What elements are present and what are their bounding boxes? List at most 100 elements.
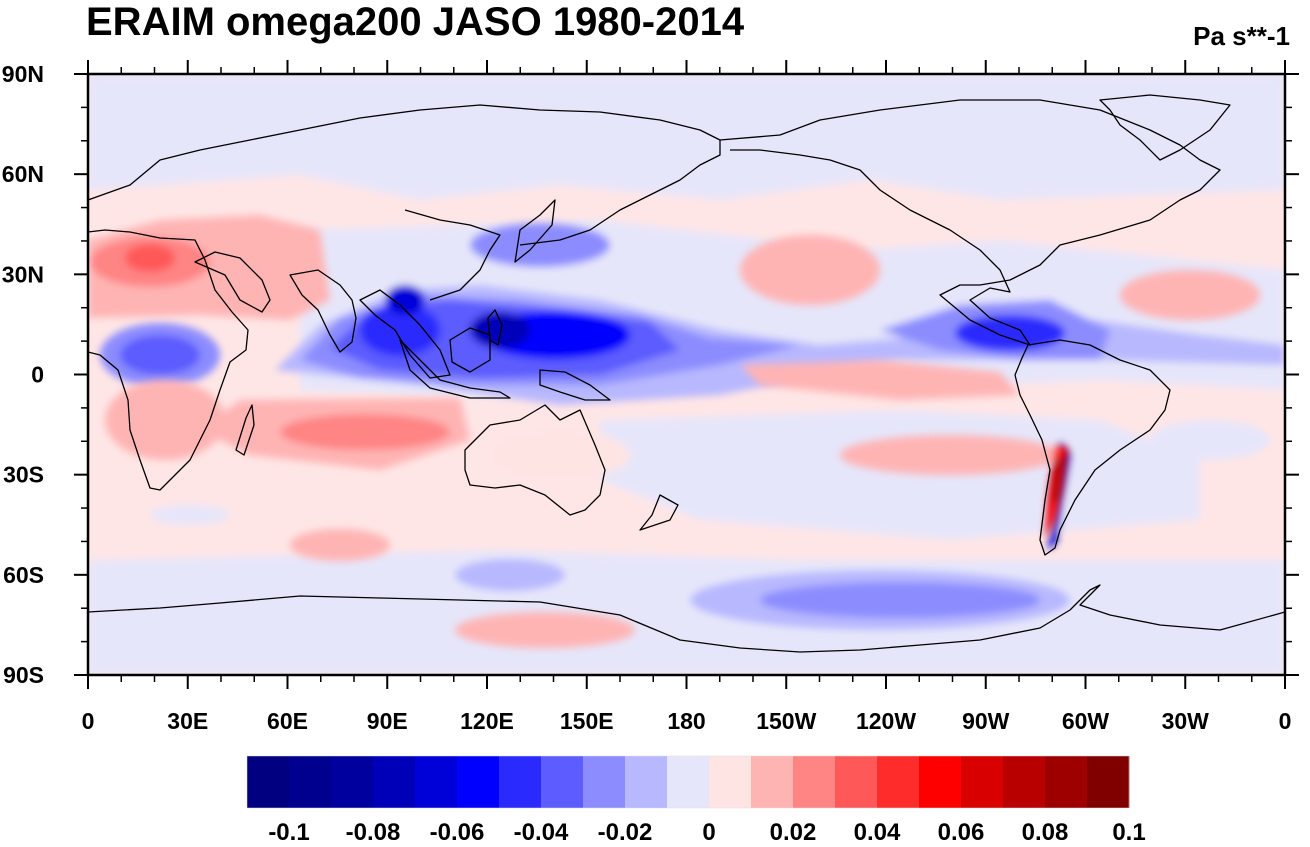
colorbar-swatch — [541, 756, 584, 808]
north-america-coastline — [719, 99, 1221, 346]
colorbar-swatch — [1087, 756, 1130, 808]
greenland-coastline — [1099, 94, 1231, 161]
x-tick-label: 90E — [367, 708, 408, 734]
y-tick-label: 0 — [31, 362, 44, 388]
southeast-pacific-subsidence — [740, 360, 1020, 400]
y-tick-labels: 90N 60N 30N 0 30S 60S 90S — [2, 61, 44, 688]
colorbar-swatch — [583, 756, 626, 808]
southeast-asia-coastline — [359, 289, 451, 379]
colorbar-label: -0.1 — [268, 819, 309, 846]
y-tick-label: 60N — [2, 161, 44, 187]
japan-trough — [470, 223, 610, 267]
x-tick-label: 120E — [460, 708, 514, 734]
colorbar-swatch — [1003, 756, 1046, 808]
colorbar-swatch — [289, 756, 332, 808]
central-america-core — [955, 315, 1065, 351]
bay-of-bengal-core — [360, 304, 440, 356]
colorbar-swatch — [415, 756, 458, 808]
andes-dark-red-core — [1052, 455, 1064, 505]
x-tick-label: 60E — [267, 708, 308, 734]
arctic-light-blue-band — [88, 74, 1285, 129]
australian-subsidence — [490, 430, 630, 480]
south-indian-trough — [150, 505, 230, 525]
japan-coastline — [514, 199, 556, 263]
colorbar-swatch — [835, 756, 878, 808]
colorbar-swatch — [331, 756, 374, 808]
colorbar-label: 0.1 — [1112, 819, 1145, 846]
colorbar-label: -0.06 — [430, 819, 485, 846]
colorbar-swatch — [877, 756, 920, 808]
figure-title: ERAIM omega200 JASO 1980-2014 — [86, 0, 745, 44]
colorbar-swatch — [1045, 756, 1088, 808]
x-tick-label: 150E — [560, 708, 614, 734]
y-tick-label: 60S — [3, 562, 44, 588]
colorbar-swatch — [919, 756, 962, 808]
antarctic-pacific-core — [760, 582, 1040, 618]
colorbar-label: -0.04 — [514, 819, 569, 846]
y-tick-label: 90N — [2, 61, 44, 87]
map-field — [88, 74, 1285, 675]
colorbar-label: -0.02 — [598, 819, 653, 846]
colorbar-swatch — [457, 756, 500, 808]
southern-ocean-light-blue — [88, 550, 1285, 675]
colorbar-swatch — [499, 756, 542, 808]
coastlines — [88, 94, 1285, 653]
map-ticks — [74, 60, 1299, 689]
x-tick-label: 180 — [667, 708, 705, 734]
northern-extratropics-light-blue — [88, 120, 1285, 200]
north-atlantic-subsidence — [1120, 270, 1260, 320]
south-america-coastline — [1014, 339, 1171, 556]
colorbar-swatch — [961, 756, 1004, 808]
colorbar-label: 0 — [702, 819, 715, 846]
tibet-core — [385, 285, 425, 315]
antarctica-coastline — [88, 584, 1285, 653]
colorbar-swatch — [373, 756, 416, 808]
south-atlantic-light-blue — [1150, 420, 1270, 460]
antarctic-subsidence — [455, 612, 635, 648]
x-tick-label: 60W — [1062, 708, 1110, 734]
colorbar-frame — [246, 755, 1130, 809]
colorbar — [246, 755, 1130, 809]
x-tick-label: 30W — [1162, 708, 1210, 734]
x-tick-label: 30E — [167, 708, 208, 734]
south-indian-secondary-subsidence — [290, 529, 390, 561]
africa-convection-core — [120, 335, 200, 375]
eastern-mediterranean-peak — [125, 244, 175, 272]
colorbar-swatch — [667, 756, 710, 808]
units-label: Pa s**-1 — [1193, 21, 1290, 51]
x-tick-label: 120W — [856, 708, 916, 734]
y-tick-label: 90S — [3, 662, 44, 688]
colorbar-label: 0.04 — [854, 819, 901, 846]
eurasia-northern-coastline — [88, 104, 721, 246]
borneo-coastline — [449, 327, 491, 373]
africa-coastline — [88, 229, 249, 491]
south-indian-ocean-core — [280, 414, 450, 450]
x-tick-label: 90W — [962, 708, 1010, 734]
new-zealand-coastline — [639, 494, 679, 531]
sumatra-java-coastline — [399, 339, 511, 399]
colorbar-label: 0.08 — [1022, 819, 1069, 846]
x-tick-label: 150W — [756, 708, 816, 734]
china-coastline — [404, 209, 501, 301]
australia-coastline — [464, 404, 606, 516]
colorbar-swatch — [625, 756, 668, 808]
new-guinea-coastline — [539, 369, 611, 401]
colorbar-label: 0.06 — [938, 819, 985, 846]
x-tick-labels: 0 30E 60E 90E 120E 150E 180 150W 120W 90W 60W 30W 0 — [82, 708, 1292, 734]
y-tick-label: 30S — [3, 462, 44, 488]
arabia-coastline — [194, 251, 271, 313]
colorbar-labels: -0.1 -0.08 -0.06 -0.04 -0.02 0 0.02 0.04 0.06 0.0… — [268, 819, 1145, 846]
philippine-sea-core — [470, 312, 530, 348]
colorbar-swatch — [751, 756, 794, 808]
colorbar-swatch — [709, 756, 752, 808]
colorbar-swatch — [247, 756, 290, 808]
india-coastline — [289, 269, 357, 353]
madagascar-coastline — [235, 404, 255, 456]
x-tick-label: 0 — [82, 708, 95, 734]
south-pacific-subsidence — [840, 435, 1060, 475]
colorbar-label: -0.08 — [346, 819, 401, 846]
southern-africa-subsidence — [105, 380, 225, 460]
philippines-coastline — [487, 309, 503, 346]
x-tick-label: 0 — [1279, 708, 1292, 734]
